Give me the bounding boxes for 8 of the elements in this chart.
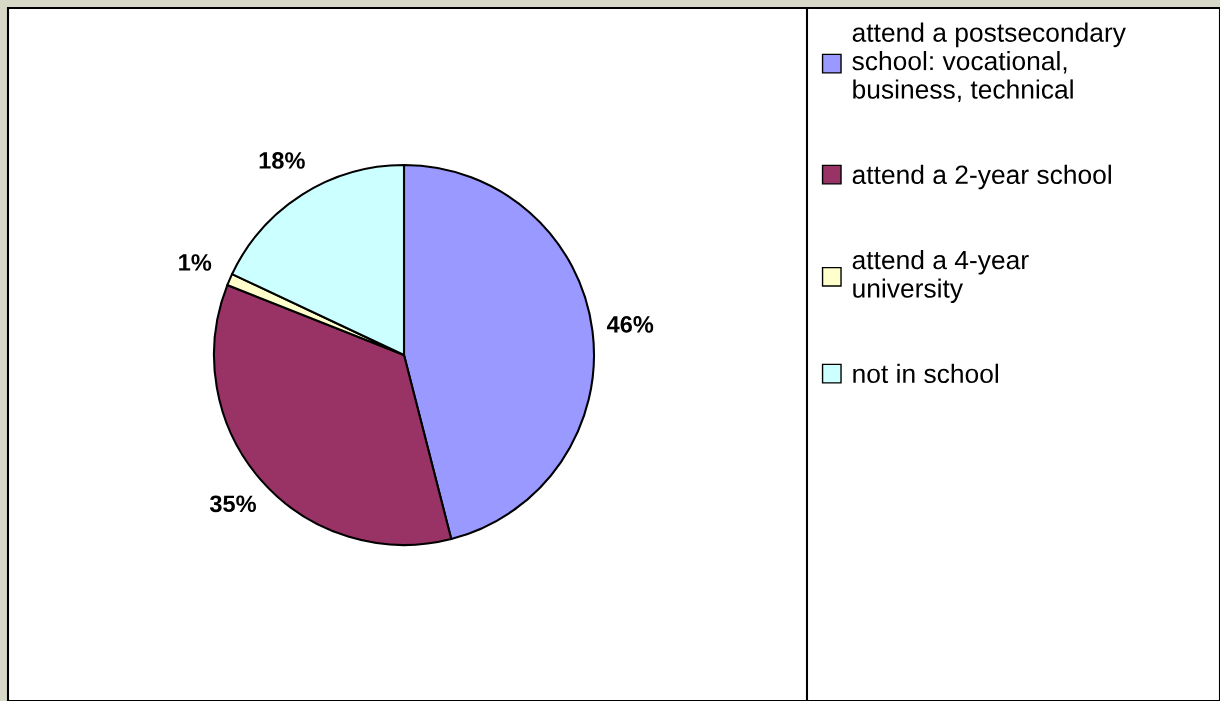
data-label: 1% [179, 254, 212, 271]
legend-label: attend a 2-year school [852, 164, 1111, 190]
legend-label: not in school [853, 363, 998, 384]
data-label: 46% [606, 316, 654, 333]
data-label: 18% [259, 152, 305, 169]
legend-label: attend a 4-year university [852, 249, 1029, 304]
data-label: 35% [209, 495, 256, 513]
legend-label: attend a postsecondary school: vocational, business, technical [852, 22, 1126, 102]
